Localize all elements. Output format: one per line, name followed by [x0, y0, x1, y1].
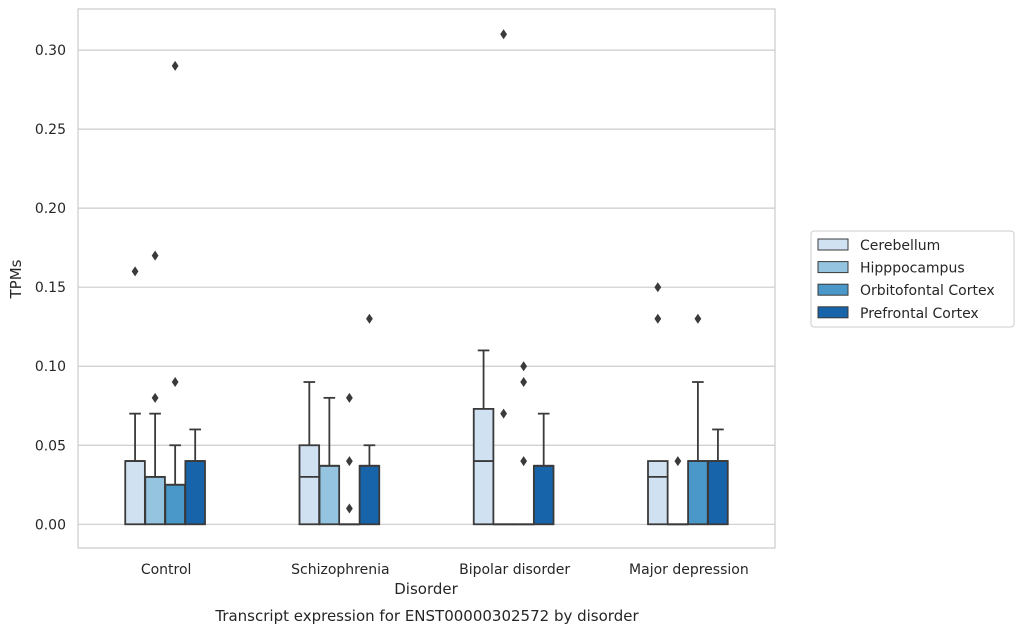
y-tick-label: 0.05: [35, 438, 66, 454]
outlier-point: [520, 361, 528, 372]
box-plot-group: [707, 428, 729, 526]
y-axis-title: TPMs: [7, 259, 25, 299]
box-plot-group: [512, 361, 535, 526]
box-body: [707, 460, 729, 526]
box-plot-group: [358, 313, 381, 526]
box-plot-group: [338, 392, 361, 526]
box-plot-group: [647, 282, 669, 526]
legend-box: [810, 230, 1015, 328]
outlier-point: [131, 266, 139, 277]
outlier-point: [654, 313, 662, 324]
box-plot-group: [298, 381, 321, 526]
outlier-point: [500, 408, 508, 419]
outlier-point: [151, 392, 159, 403]
box-body: [184, 460, 206, 526]
legend: Cerebellum Hipppocampus Orbitofontal Corte…: [810, 230, 1015, 328]
x-tick-label: Schizophrenia: [291, 562, 389, 578]
y-tick-label: 0.20: [35, 201, 66, 217]
box-plot-group: [318, 396, 341, 526]
legend-swatch: [817, 238, 849, 251]
grid-lines: [78, 49, 775, 525]
outlier-point: [674, 456, 682, 467]
box-body: [472, 408, 495, 526]
legend-swatch: [817, 283, 849, 296]
x-tick-label: Bipolar disorder: [459, 562, 570, 578]
plot-frame: [77, 8, 776, 549]
y-tick-label: 0.15: [35, 280, 66, 296]
y-tick-labels: 0.00 0.05 0.10 0.15 0.20 0.25 0.30: [35, 43, 66, 533]
outlier-point: [366, 313, 373, 324]
legend-swatch: [817, 261, 849, 274]
outlier-point: [151, 250, 159, 261]
legend-label: Hipppocampus: [860, 261, 965, 277]
outlier-point: [345, 392, 353, 403]
outlier-point: [345, 456, 353, 467]
y-tick-label: 0.00: [35, 517, 66, 533]
box-body: [532, 464, 555, 526]
box-body: [647, 460, 669, 526]
y-tick-label: 0.25: [35, 122, 66, 138]
box-plot-group: [687, 313, 709, 526]
chart-caption: Transcript expression for ENST0000030257…: [214, 607, 639, 625]
box-plot-group: [472, 349, 495, 526]
box-plot-group: [144, 250, 166, 526]
box-body: [124, 460, 146, 526]
outlier-point: [520, 377, 528, 388]
box-body: [358, 464, 381, 526]
outlier-point: [171, 377, 179, 388]
legend-label: Prefrontal Cortex: [860, 306, 979, 322]
outlier-point: [345, 503, 353, 514]
box-body: [144, 475, 166, 526]
box-body: [687, 460, 709, 526]
outlier-point: [520, 456, 528, 467]
box-plot-group: [492, 29, 515, 526]
box-body: [164, 483, 186, 526]
box-plot-group: [164, 60, 186, 526]
legend-label: Cerebellum: [860, 238, 940, 254]
outlier-point: [500, 29, 508, 40]
box-plot-group: [532, 412, 555, 526]
y-tick-label: 0.30: [35, 43, 66, 59]
box-series: [124, 29, 729, 526]
x-axis-title: Disorder: [394, 580, 458, 598]
legend-label: Orbitofontal Cortex: [860, 283, 995, 299]
box-body: [318, 464, 341, 526]
outlier-point: [654, 282, 662, 293]
y-tick-label: 0.10: [35, 359, 66, 375]
x-tick-label: Control: [141, 562, 192, 578]
x-tick-labels: Control Schizophrenia Bipolar disorder Majo…: [141, 562, 749, 578]
x-tick-label: Major depression: [629, 562, 749, 578]
box-plot-group: [124, 266, 146, 526]
box-plot-group: [184, 428, 206, 526]
box-body: [298, 444, 321, 526]
outlier-point: [694, 313, 702, 324]
box-plot-group: [667, 456, 689, 526]
legend-swatch: [817, 306, 849, 319]
outlier-point: [171, 60, 179, 71]
